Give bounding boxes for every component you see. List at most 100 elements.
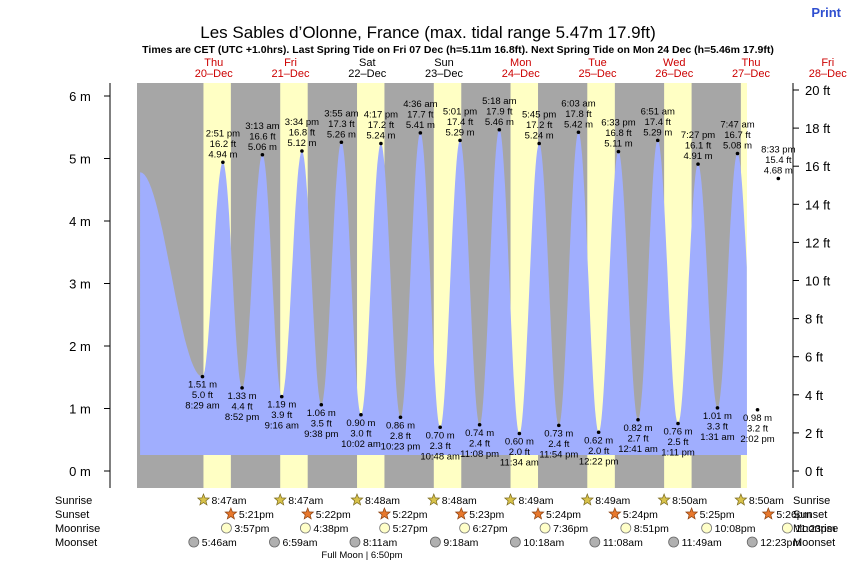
y-tick-label-left: 3 m bbox=[69, 277, 91, 292]
tide-marker bbox=[735, 151, 740, 156]
tide-label: 2.4 ft bbox=[469, 438, 490, 449]
moonrise-icon bbox=[459, 522, 471, 534]
day-date-label: 21–Dec bbox=[272, 68, 310, 80]
tide-marker bbox=[300, 149, 304, 153]
tide-label: 4.68 m bbox=[764, 166, 793, 177]
sunrise-time: 8:49am bbox=[519, 495, 554, 507]
tide-label: 4:17 pm bbox=[364, 110, 398, 121]
sunset-icon bbox=[531, 507, 545, 520]
almanac-row-label-right: Moonrise bbox=[793, 523, 838, 535]
moonrise-icon bbox=[781, 522, 793, 534]
sunset-icon bbox=[377, 507, 392, 520]
tide-marker bbox=[379, 141, 383, 146]
sunrise-icon bbox=[580, 493, 594, 506]
tide-label: 1.06 m bbox=[307, 408, 336, 419]
moonset-time: 5:46am bbox=[202, 537, 237, 549]
tide-label: 2.4 ft bbox=[548, 439, 569, 450]
tide-label: 3.5 ft bbox=[311, 418, 332, 429]
moonrise-time: 5:27pm bbox=[393, 523, 428, 535]
sunset-time: 5:24pm bbox=[546, 509, 581, 521]
sunset-icon bbox=[454, 507, 468, 520]
tide-label: 3:34 pm bbox=[285, 117, 319, 128]
moonset-icon bbox=[746, 536, 758, 548]
tide-label: 2:51 pm bbox=[206, 128, 240, 139]
tide-marker bbox=[655, 138, 660, 143]
moonrise-time: 8:51pm bbox=[634, 523, 669, 535]
sunrise-time: 8:47am bbox=[211, 495, 246, 507]
tide-label: 11:54 pm bbox=[539, 449, 578, 460]
tide-label: 16.6 ft bbox=[249, 131, 276, 142]
tide-marker bbox=[576, 130, 581, 135]
tide-label: 5.41 m bbox=[406, 120, 435, 131]
tide-marker bbox=[477, 422, 482, 427]
day-name-label: Wed bbox=[663, 57, 685, 69]
day-name-label: Fri bbox=[284, 57, 297, 69]
tide-label: 2.0 ft bbox=[588, 446, 609, 457]
tide-label: 6:33 pm bbox=[601, 118, 635, 129]
tide-label: 4.4 ft bbox=[232, 401, 253, 412]
y-tick-label-right: 6 ft bbox=[805, 350, 823, 365]
axes: 0 m 1 m 2 m 3 m 4 m 5 m 6 m 0 ft 2 ft 4 ft 6 ft 8 f… bbox=[69, 83, 831, 488]
tide-label: 6:03 am bbox=[561, 98, 595, 109]
y-tick-label-right: 18 ft bbox=[805, 121, 831, 136]
moonrise-time: 6:27pm bbox=[473, 523, 508, 535]
day-name-label: Thu bbox=[204, 57, 223, 69]
tide-label: 1:31 am bbox=[700, 432, 734, 443]
tide-label: 10:48 am bbox=[420, 451, 460, 462]
tide-label: 1.33 m bbox=[228, 391, 257, 402]
day-labels: Thu20–DecFri21–DecSat22–DecSun23–DecMon2… bbox=[195, 57, 847, 80]
day-date-label: 24–Dec bbox=[502, 68, 540, 80]
tide-label: 5:18 am bbox=[482, 96, 516, 107]
tide-label: 17.4 ft bbox=[447, 117, 474, 128]
y-tick-label-right: 10 ft bbox=[805, 274, 831, 289]
tide-label: 0.82 m bbox=[624, 423, 653, 434]
tide-label: 0.74 m bbox=[465, 428, 494, 439]
print-link[interactable]: Print bbox=[811, 5, 841, 20]
sunrise-time: 8:48am bbox=[365, 495, 400, 507]
day-date-label: 23–Dec bbox=[425, 68, 463, 80]
tide-label: 7:47 am bbox=[720, 120, 754, 131]
tide-marker bbox=[339, 140, 344, 145]
y-tick-label-left: 6 m bbox=[69, 89, 91, 104]
tide-marker bbox=[696, 162, 700, 166]
tide-label: 3.9 ft bbox=[271, 410, 292, 421]
sunset-time: 5:23pm bbox=[469, 509, 504, 521]
tide-label: 2:02 pm bbox=[740, 434, 774, 445]
tide-label: 1.51 m bbox=[188, 380, 217, 391]
tide-label: 5.29 m bbox=[643, 127, 672, 138]
moonset-icon bbox=[188, 536, 200, 548]
day-name-label: Sun bbox=[434, 57, 454, 69]
tide-marker bbox=[596, 430, 601, 435]
tide-label: 0.90 m bbox=[346, 418, 375, 429]
tide-label: 17.9 ft bbox=[486, 106, 513, 117]
moonset-icon bbox=[430, 536, 441, 548]
sunset-time: 5:26pm bbox=[776, 509, 811, 521]
tide-marker bbox=[200, 374, 205, 379]
y-tick-label-right: 14 ft bbox=[805, 197, 831, 212]
y-tick-label-right: 20 ft bbox=[805, 83, 831, 98]
almanac-rows: Sunrise Sunrise Sunset Sunset Moonrise Moonri… bbox=[55, 493, 838, 561]
sunset-icon bbox=[224, 507, 238, 520]
sunrise-time: 8:49am bbox=[595, 495, 630, 507]
moonset-time: 10:18am bbox=[523, 537, 564, 549]
tide-label: 5.12 m bbox=[287, 138, 316, 149]
tide-label: 3:55 am bbox=[324, 108, 358, 119]
tide-marker bbox=[240, 386, 244, 390]
moonset-time: 6:59am bbox=[282, 537, 317, 549]
tide-label: 17.3 ft bbox=[328, 119, 355, 130]
moonrise-time: 4:38pm bbox=[313, 523, 348, 535]
tide-label: 6:51 am bbox=[641, 106, 675, 117]
y-tick-label-right: 16 ft bbox=[805, 159, 831, 174]
tide-label: 16.7 ft bbox=[724, 130, 751, 141]
moonset-time: 8:11am bbox=[363, 537, 397, 549]
tide-label: 5.26 m bbox=[327, 129, 356, 140]
tide-label: 17.2 ft bbox=[526, 120, 553, 131]
tide-label: 12:41 am bbox=[618, 444, 658, 455]
moonset-icon bbox=[509, 536, 521, 548]
tide-marker bbox=[458, 138, 462, 143]
tide-marker bbox=[319, 402, 324, 407]
almanac-row-label-left: Sunrise bbox=[55, 495, 92, 507]
moonrise-icon bbox=[539, 522, 551, 534]
sunrise-time: 8:50am bbox=[749, 495, 784, 507]
